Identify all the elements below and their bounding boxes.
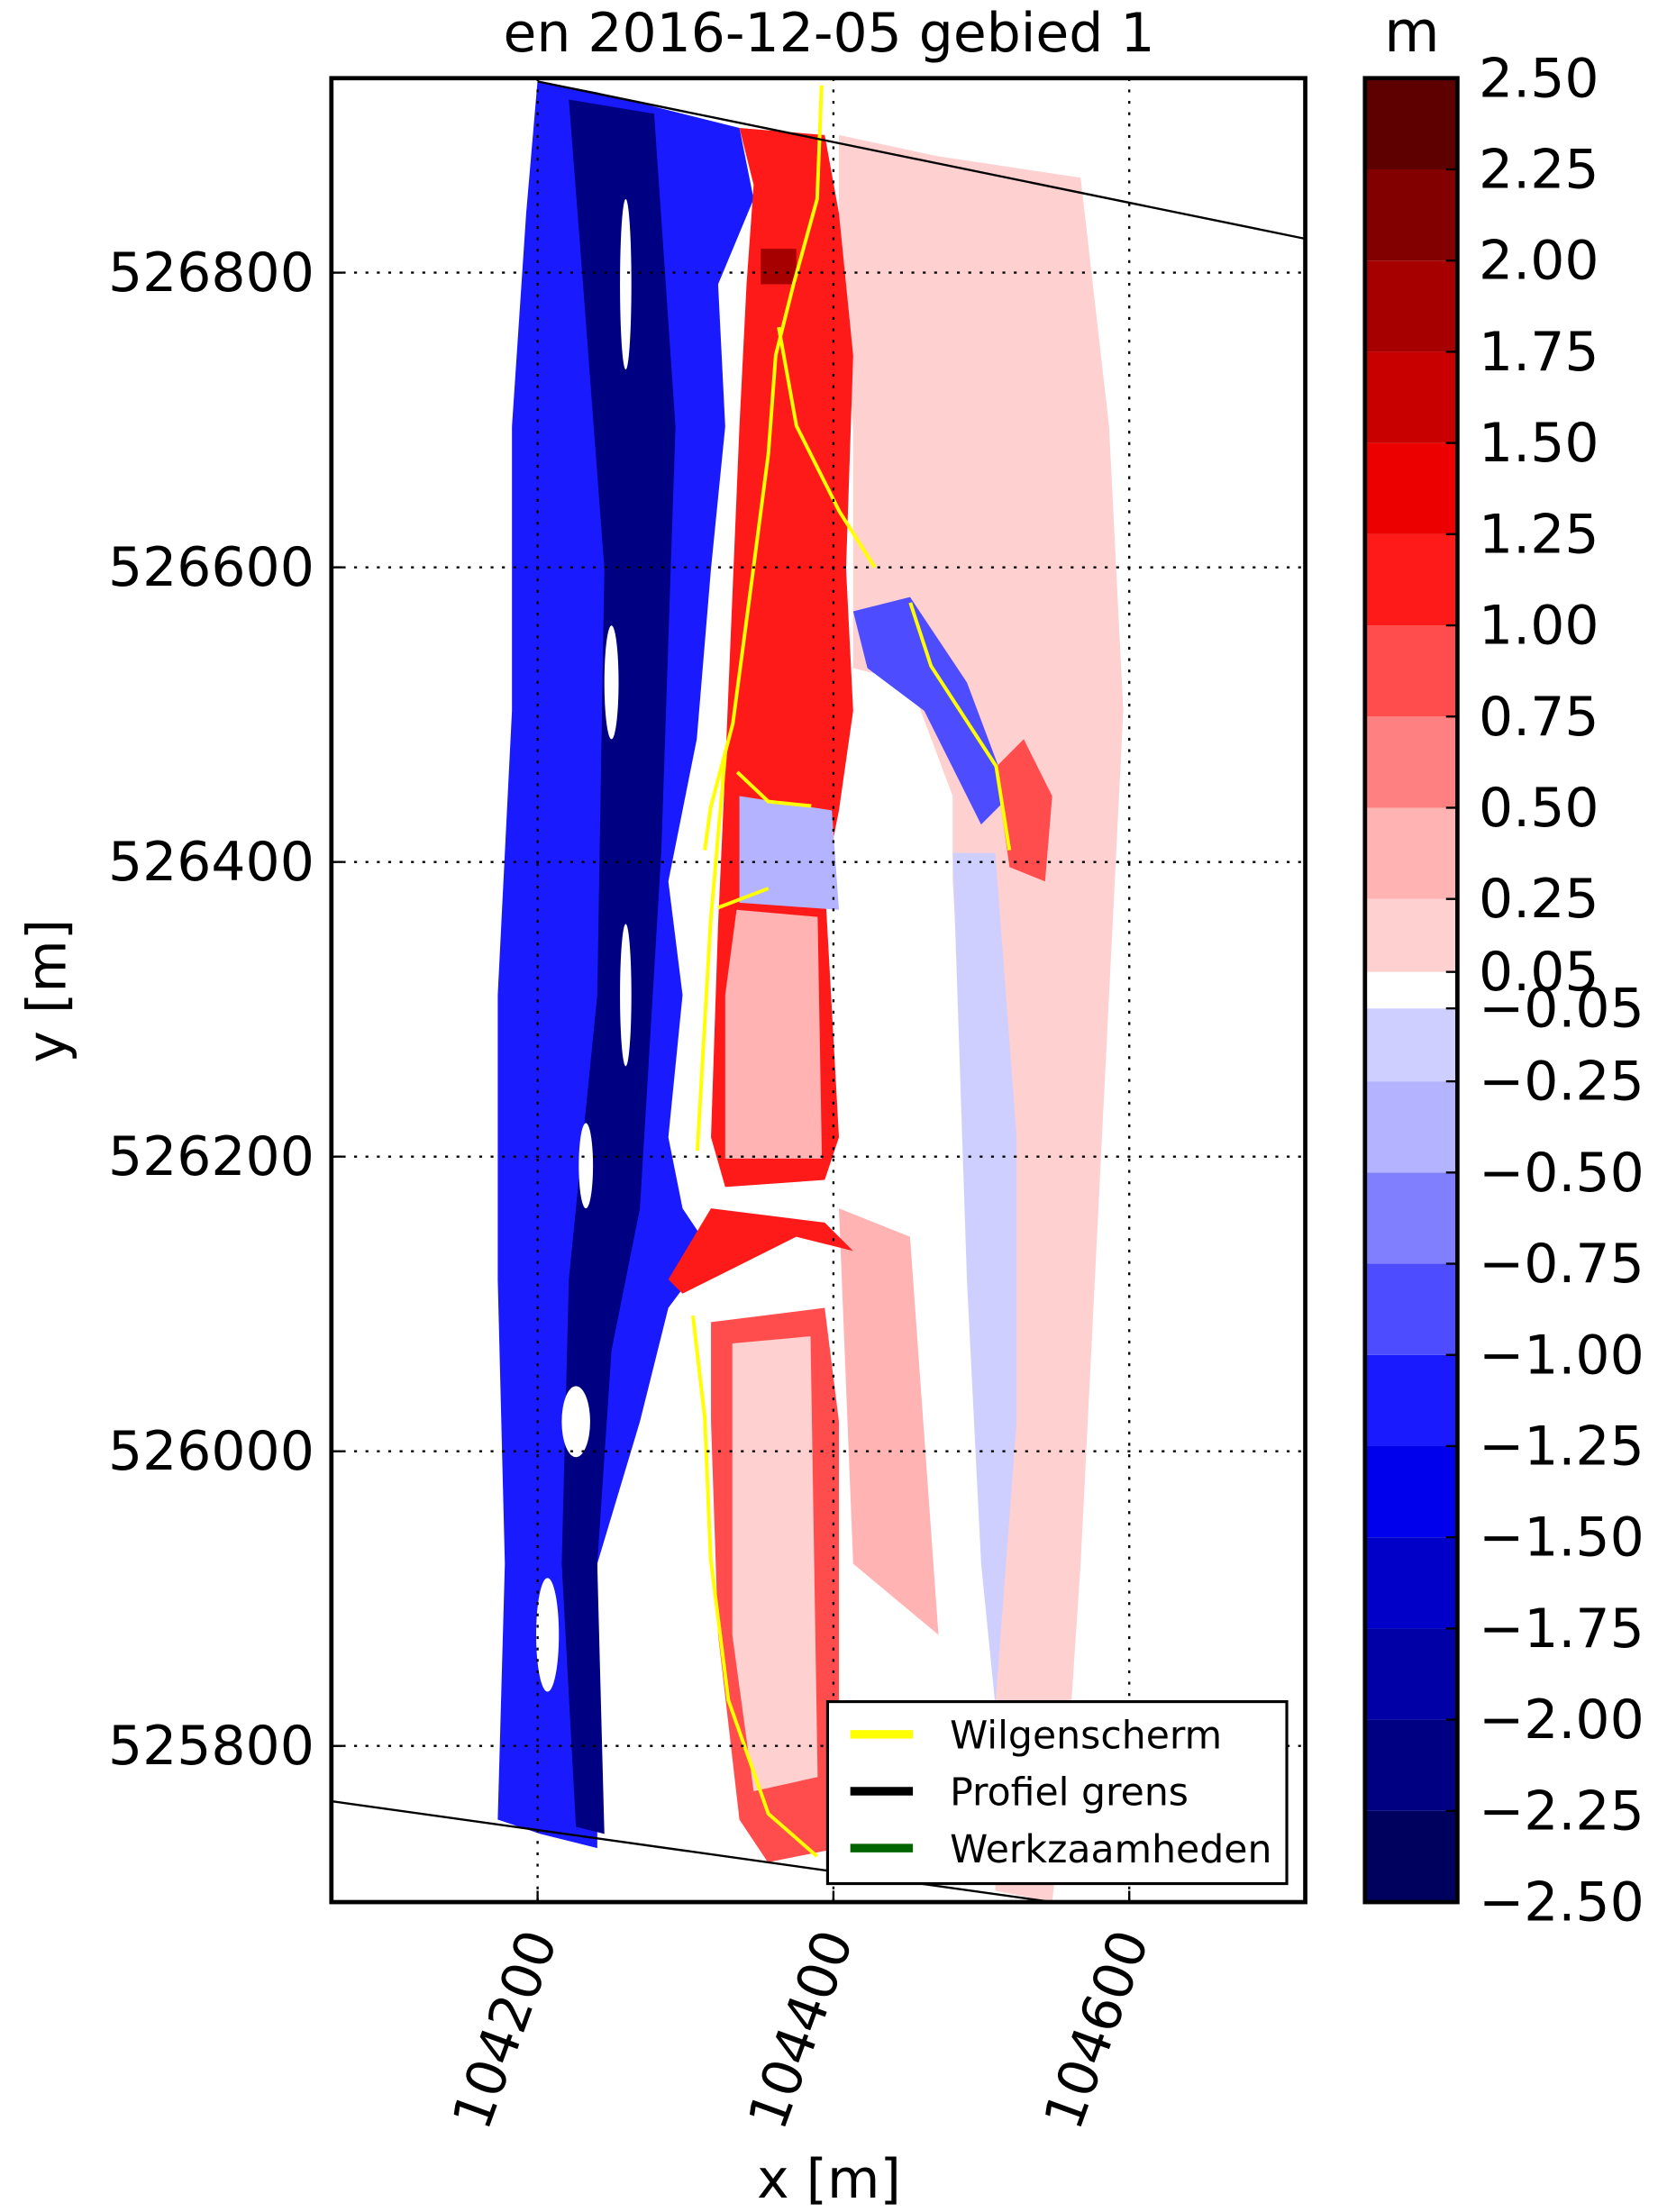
y-tick-label: 526000: [108, 1420, 314, 1483]
colorbar-tick-label: −0.50: [1479, 1142, 1644, 1205]
colorbar-segment: [1365, 1811, 1458, 1902]
bare-patch: [620, 199, 632, 369]
colorbar-tick-label: −2.00: [1479, 1689, 1644, 1752]
colorbar-tick-label: 0.50: [1479, 777, 1599, 840]
x-tick-label: 104200: [441, 1922, 570, 2137]
colorbar-label: m: [1384, 0, 1439, 65]
colorbar-segment: [1365, 1081, 1458, 1172]
elevation-region: [669, 1208, 853, 1294]
x-tick-label: 104600: [1032, 1922, 1162, 2137]
colorbar-segment: [1365, 716, 1458, 807]
x-axis-label: x [m]: [757, 2148, 901, 2211]
y-tick-label: 526800: [108, 241, 314, 305]
bare-patch: [536, 1578, 559, 1691]
colorbar-tick-label: 1.25: [1479, 503, 1599, 566]
colorbar-segment: [1365, 1355, 1458, 1446]
colorbar-segment: [1365, 260, 1458, 351]
colorbar-tick-label: 2.25: [1479, 139, 1599, 202]
chart-title: en 2016-12-05 gebied 1: [503, 2, 1154, 65]
legend-label: Werkzaamheden: [950, 1827, 1271, 1872]
legend-label: Profiel grens: [950, 1771, 1189, 1816]
colorbar-segment: [1365, 1008, 1458, 1081]
chart: en 2016-12-05 gebied 1 x [m] y [m] m 104…: [0, 0, 1658, 2212]
colorbar-tick-label: −0.75: [1479, 1233, 1644, 1296]
page: {"chart_data": { "type": "contour-map", …: [0, 0, 1658, 2212]
colorbar-segment: [1365, 443, 1458, 534]
y-tick-label: 526200: [108, 1125, 314, 1188]
colorbar-tick-label: −2.50: [1479, 1871, 1644, 1934]
bare-patch: [605, 625, 619, 739]
colorbar-segment: [1365, 1537, 1458, 1628]
elevation-region: [725, 910, 822, 1159]
colorbar-tick-label: 1.75: [1479, 321, 1599, 384]
map-area: [332, 81, 1306, 1902]
colorbar-segment: [1365, 1720, 1458, 1811]
y-tick-label: 526400: [108, 831, 314, 894]
y-tick-label: 525800: [108, 1715, 314, 1778]
colorbar-tick-label: −1.50: [1479, 1507, 1644, 1570]
colorbar-segment: [1365, 1446, 1458, 1537]
colorbar-tick-label: −1.00: [1479, 1324, 1644, 1387]
colorbar-tick-label: −0.25: [1479, 1051, 1644, 1114]
colorbar-tick-label: 2.50: [1479, 47, 1599, 110]
elevation-region: [733, 1336, 818, 1791]
colorbar-tick-label: 2.00: [1479, 230, 1599, 293]
colorbar-tick-label: 0.75: [1479, 686, 1599, 749]
colorbar-tick-label: 0.05: [1479, 941, 1599, 1004]
x-tick-label: 104400: [736, 1922, 866, 2137]
colorbar-segment: [1365, 1628, 1458, 1719]
colorbar-tick-label: −1.25: [1479, 1415, 1644, 1478]
colorbar-segment: [1365, 1172, 1458, 1263]
bare-patch: [561, 1386, 590, 1457]
colorbar-segment: [1365, 899, 1458, 972]
colorbar-segment: [1365, 169, 1458, 260]
y-axis-label: y [m]: [16, 919, 79, 1063]
bare-patch: [620, 924, 632, 1067]
colorbar-segment: [1365, 78, 1458, 169]
colorbar-tick-label: 1.00: [1479, 595, 1599, 658]
colorbar-segment: [1365, 351, 1458, 442]
colorbar-segment: [1365, 972, 1458, 1008]
y-tick-label: 526600: [108, 536, 314, 599]
bare-patch: [578, 1123, 593, 1208]
colorbar-tick-label: 0.25: [1479, 868, 1599, 931]
legend-label: Wilgenscherm: [950, 1714, 1222, 1759]
colorbar-segment: [1365, 534, 1458, 625]
colorbar-tick-label: −2.25: [1479, 1780, 1644, 1843]
colorbar-segment: [1365, 1264, 1458, 1355]
colorbar-segment: [1365, 807, 1458, 898]
elevation-region: [761, 249, 796, 284]
colorbar-tick-label: −1.75: [1479, 1598, 1644, 1661]
colorbar-segment: [1365, 625, 1458, 716]
colorbar-tick-label: 1.50: [1479, 412, 1599, 475]
